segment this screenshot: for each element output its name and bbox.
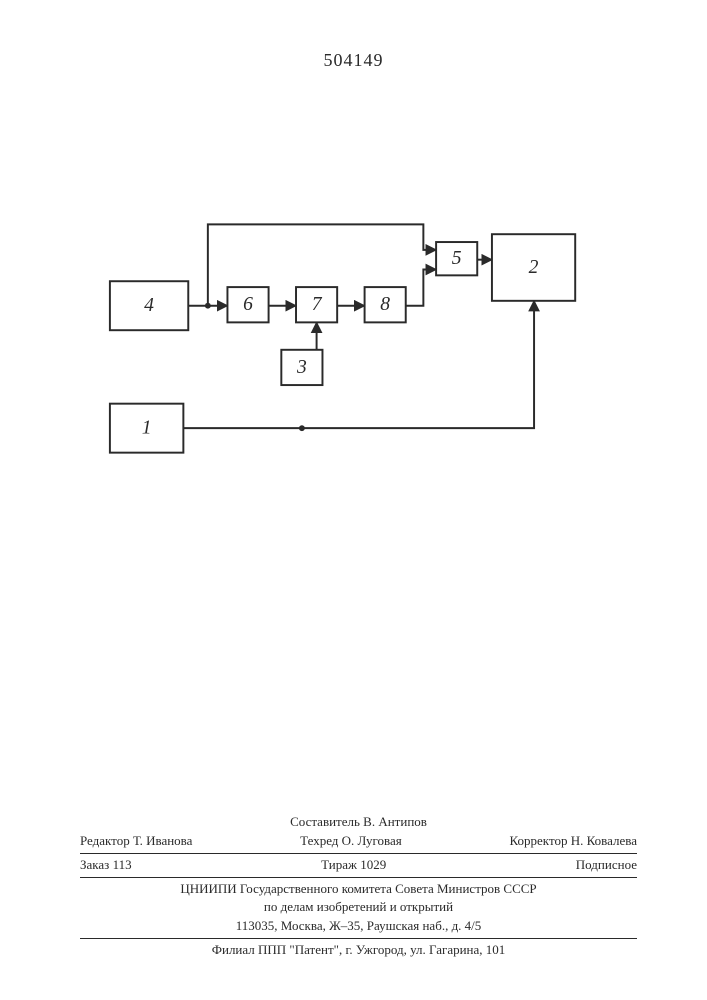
order: Заказ 113 <box>80 856 132 875</box>
diagram-node-label: 5 <box>452 248 462 269</box>
org-line-2: по делам изобретений и открытий <box>80 898 637 917</box>
diagram-node-label: 8 <box>380 294 390 315</box>
diagram-node-label: 4 <box>144 295 154 316</box>
diagram-node-label: 7 <box>312 294 323 315</box>
editor: Редактор Т. Иванова <box>80 832 192 851</box>
junction-dot <box>205 303 211 309</box>
junction-dot <box>299 425 305 431</box>
diagram-node-label: 3 <box>296 357 307 378</box>
footer: Составитель В. Антипов Редактор Т. Ивано… <box>80 813 637 960</box>
diagram-node-label: 1 <box>142 418 152 439</box>
signed: Подписное <box>576 856 637 875</box>
print-row: Заказ 113 Тираж 1029 Подписное <box>80 856 637 875</box>
techred: Техред О. Луговая <box>300 832 402 851</box>
diagram-node-label: 6 <box>243 294 253 315</box>
diagram-edge <box>406 269 436 305</box>
block-diagram: 1 2 3 4 5 6 7 8 <box>105 210 585 470</box>
address-1: 113035, Москва, Ж–35, Раушская наб., д. … <box>80 917 637 936</box>
address-2: Филиал ППП "Патент", г. Ужгород, ул. Гаг… <box>80 941 637 960</box>
tirazh: Тираж 1029 <box>321 856 386 875</box>
corrector: Корректор Н. Ковалева <box>510 832 637 851</box>
document-number: 504149 <box>0 50 707 71</box>
compiler-line: Составитель В. Антипов <box>80 813 637 832</box>
page: 504149 1 2 3 4 5 6 7 8 Составитель В. Антипов Р… <box>0 0 707 1000</box>
credits-row: Редактор Т. Иванова Техред О. Луговая Ко… <box>80 832 637 851</box>
org-line-1: ЦНИИПИ Государственного комитета Совета … <box>80 880 637 899</box>
diagram-node-label: 2 <box>529 257 539 278</box>
